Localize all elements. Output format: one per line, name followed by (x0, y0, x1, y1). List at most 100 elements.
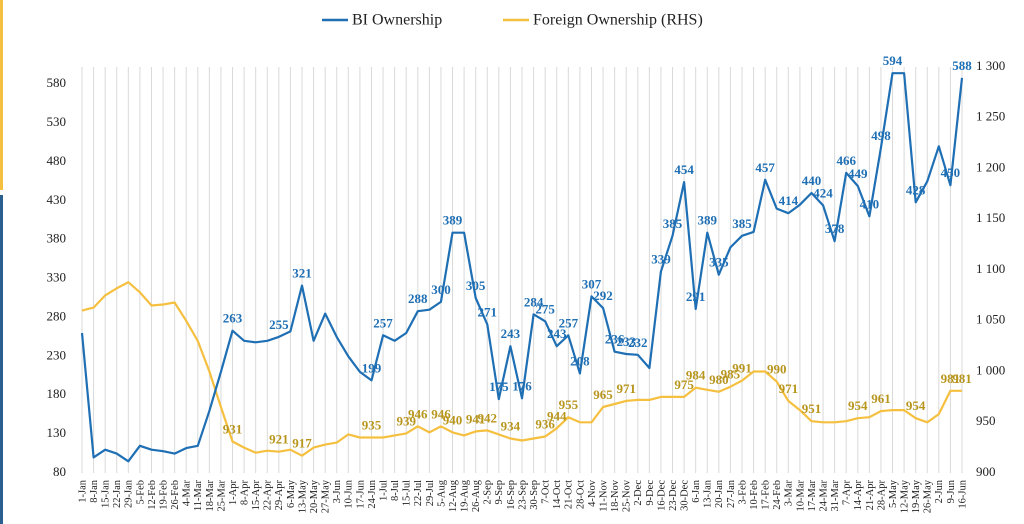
data-label: 385 (732, 216, 752, 231)
x-tick-label: 14-Oct (552, 480, 563, 509)
data-label: 288 (408, 291, 428, 306)
x-tick-label: 25-Nov (622, 479, 633, 512)
x-tick-label: 2-Sep (483, 480, 494, 505)
x-tick-label: 16-Sep (506, 480, 517, 510)
data-label: 454 (674, 162, 694, 177)
x-tick-label: 28-Apr (876, 479, 887, 510)
x-tick-label: 26-Feb (170, 480, 181, 510)
y-tick-label: 330 (47, 270, 67, 285)
data-label: 954 (906, 398, 926, 413)
x-tick-label: 5-Feb (135, 480, 146, 505)
data-label: 378 (825, 221, 845, 236)
x-tick-label: 3-Mar (784, 480, 795, 507)
data-label: 954 (848, 398, 868, 413)
x-tick-label: 17-Feb (761, 480, 772, 510)
x-tick-label: 19-May (911, 479, 922, 513)
y-tick-label: 80 (53, 464, 66, 479)
x-tick-label: 21-Oct (564, 480, 575, 509)
y-tick-label: 130 (47, 425, 67, 440)
y-tick-label: 380 (47, 231, 67, 246)
x-tick-label: 3-Jun (332, 479, 343, 503)
data-label: 307 (582, 276, 602, 291)
x-tick-label: 7-Oct (541, 480, 552, 504)
x-tick-label: 4-Mar (182, 480, 193, 507)
data-label: 275 (535, 301, 555, 316)
data-label: 588 (952, 58, 972, 73)
x-tick-label: 15-Jul (402, 480, 413, 506)
data-label: 981 (941, 371, 961, 386)
x-tick-label: 3-Feb (737, 480, 748, 505)
y2-tick-label: 1 000 (976, 362, 1005, 377)
x-tick-label: 4-Nov (587, 479, 598, 507)
x-tick-label: 16-Dec (656, 480, 667, 511)
data-label: 257 (559, 315, 579, 330)
y2-tick-label: 900 (976, 464, 996, 479)
x-tick-label: 13-May (297, 479, 308, 513)
x-tick-label: 25-Mar (216, 480, 227, 512)
x-tick-label: 1-Jan (77, 479, 88, 502)
data-label: 428 (906, 182, 926, 197)
x-tick-label: 16-Jun (957, 479, 968, 508)
data-label: 971 (616, 381, 636, 396)
data-label: 990 (767, 362, 787, 377)
data-label: 931 (223, 422, 243, 437)
data-label: 936 (535, 416, 555, 431)
data-label: 991 (732, 361, 752, 376)
x-tick-label: 8-Jan (89, 479, 100, 502)
x-tick-label: 11-Nov (598, 479, 609, 511)
y2-tick-label: 1 100 (976, 261, 1005, 276)
x-tick-label: 15-Apr (251, 479, 262, 510)
x-tick-label: 19-Aug (460, 479, 471, 512)
y-tick-label: 580 (47, 75, 67, 90)
data-label: 942 (478, 410, 498, 425)
x-tick-label: 13-Jan (703, 479, 714, 508)
x-tick-label: 9-Sep (494, 480, 505, 505)
x-tick-label: 1-Jul (378, 480, 389, 501)
y-tick-label: 530 (47, 114, 67, 129)
x-tick-label: 8-Apr (240, 479, 251, 505)
x-tick-label: 24-Jun (367, 479, 378, 508)
data-label: 255 (269, 317, 289, 332)
data-label: 449 (848, 166, 868, 181)
x-tick-label: 5-Aug (436, 479, 447, 507)
edge-strip (0, 0, 3, 190)
x-tick-label: 12-Feb (147, 480, 158, 510)
data-label: 292 (593, 288, 613, 303)
x-tick-label: 10-Jun (344, 479, 355, 508)
x-tick-label: 22-Jan (112, 479, 123, 508)
data-label: 466 (836, 153, 856, 168)
data-label: 939 (396, 413, 416, 428)
data-label: 594 (883, 53, 903, 68)
y-tick-label: 230 (47, 347, 67, 362)
data-label: 941 (466, 411, 486, 426)
x-tick-label: 17-Mar (807, 480, 818, 512)
data-label: 414 (779, 193, 799, 208)
y-tick-label: 480 (47, 153, 67, 168)
y2-tick-label: 1 200 (976, 159, 1005, 174)
data-label: 410 (860, 196, 880, 211)
data-label: 940 (443, 412, 463, 427)
data-label: 284 (524, 294, 544, 309)
data-label: 440 (802, 173, 822, 188)
x-tick-label: 12-Aug (448, 479, 459, 512)
data-label: 339 (651, 252, 671, 267)
data-label: 236 (605, 332, 625, 347)
x-tick-label: 6-Jan (691, 479, 702, 502)
data-label: 271 (478, 304, 498, 319)
y2-tick-label: 1 300 (976, 58, 1005, 73)
data-label: 984 (686, 368, 706, 383)
data-label: 233 (616, 334, 636, 349)
data-label: 975 (674, 377, 694, 392)
data-label: 971 (779, 381, 799, 396)
x-tick-label: 23-Dec (668, 480, 679, 511)
x-tick-label: 5-May (888, 479, 899, 508)
x-tick-label: 24-Mar (818, 480, 829, 512)
x-tick-label: 18-Mar (205, 480, 216, 512)
y2-tick-label: 1 050 (976, 312, 1005, 327)
data-label: 951 (802, 401, 822, 416)
x-tick-label: 21-Apr (865, 479, 876, 510)
x-tick-label: 24-Feb (772, 480, 783, 510)
data-label: 243 (501, 326, 521, 341)
